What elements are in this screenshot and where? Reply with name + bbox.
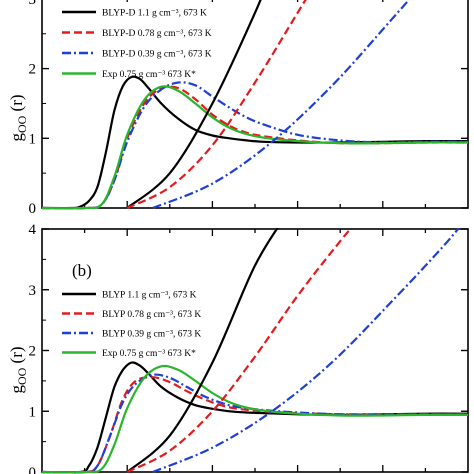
panel-b-series-line-0 bbox=[42, 361, 468, 474]
legend-entry: BLYP-D 1.1 g cm⁻³, 673 K bbox=[102, 9, 207, 19]
panel-b-series-line-1 bbox=[42, 376, 468, 474]
legend-entry: BLYP-D 0.39 g cm⁻³, 673 K bbox=[102, 50, 212, 60]
panel-b-series-line-6 bbox=[152, 228, 461, 474]
legend-entry: Exp 0.75 g cm⁻³ 673 K* bbox=[102, 349, 196, 359]
legend-entry: BLYP 0.78 g cm⁻³, 673 K bbox=[102, 310, 201, 320]
y-tick-label: 1 bbox=[29, 404, 37, 420]
panel-a-curves bbox=[42, 0, 468, 210]
y-tick-label: 2 bbox=[29, 344, 37, 360]
panel-a-axes: 0 1 2 3 bbox=[29, 0, 469, 217]
panel-a-series-line-4 bbox=[126, 0, 262, 209]
panel-a-series-line-5 bbox=[126, 0, 307, 209]
panel-b: 0 1 2 3 4 BLYP 1.1 g cm⁻³, 673 K BLYP 0.78 g … bbox=[7, 222, 469, 474]
panel-a-legend: BLYP-D 1.1 g cm⁻³, 673 K BLYP-D 0.78 g cm… bbox=[62, 9, 212, 80]
y-tick-label: 1 bbox=[29, 131, 37, 147]
panel-a: 0 1 2 3 BLYP-D 1.1 g cm⁻³, 673 K BLYP-D 0.78… bbox=[7, 0, 469, 217]
legend-entry: Exp 0.75 g cm⁻³ 673 K* bbox=[102, 70, 196, 80]
y-tick-label: 3 bbox=[29, 283, 37, 299]
legend-entry: BLYP 0.39 g cm⁻³, 673 K bbox=[102, 330, 201, 340]
panel-b-series-line-3 bbox=[42, 364, 468, 474]
y-tick-label: 0 bbox=[29, 201, 37, 217]
panel-a-ylabel: gOO (r) bbox=[7, 94, 29, 141]
panel-a-series-line-2 bbox=[42, 81, 468, 210]
panel-a-series-line-3 bbox=[42, 85, 468, 210]
legend-entry: BLYP-D 0.78 g cm⁻³, 673 K bbox=[102, 29, 212, 39]
panel-b-axes: 0 1 2 3 4 bbox=[29, 222, 469, 474]
panel-b-series-line-4 bbox=[126, 228, 279, 473]
legend-entry: BLYP 1.1 g cm⁻³, 673 K bbox=[102, 291, 197, 301]
y-tick-label: 3 bbox=[29, 0, 37, 8]
panel-b-series-line-2 bbox=[42, 373, 468, 474]
panel-b-series-line-5 bbox=[126, 228, 353, 473]
panel-b-curves bbox=[42, 228, 468, 474]
y-tick-label: 4 bbox=[29, 222, 37, 238]
panel-b-label: (b) bbox=[72, 261, 92, 280]
panel-b-ylabel: gOO (r) bbox=[7, 346, 29, 393]
panel-b-legend: BLYP 1.1 g cm⁻³, 673 K BLYP 0.78 g cm⁻³, … bbox=[62, 291, 201, 359]
panel-a-series-line-6 bbox=[152, 0, 411, 210]
y-tick-label: 0 bbox=[29, 465, 37, 474]
y-tick-label: 2 bbox=[29, 62, 37, 78]
